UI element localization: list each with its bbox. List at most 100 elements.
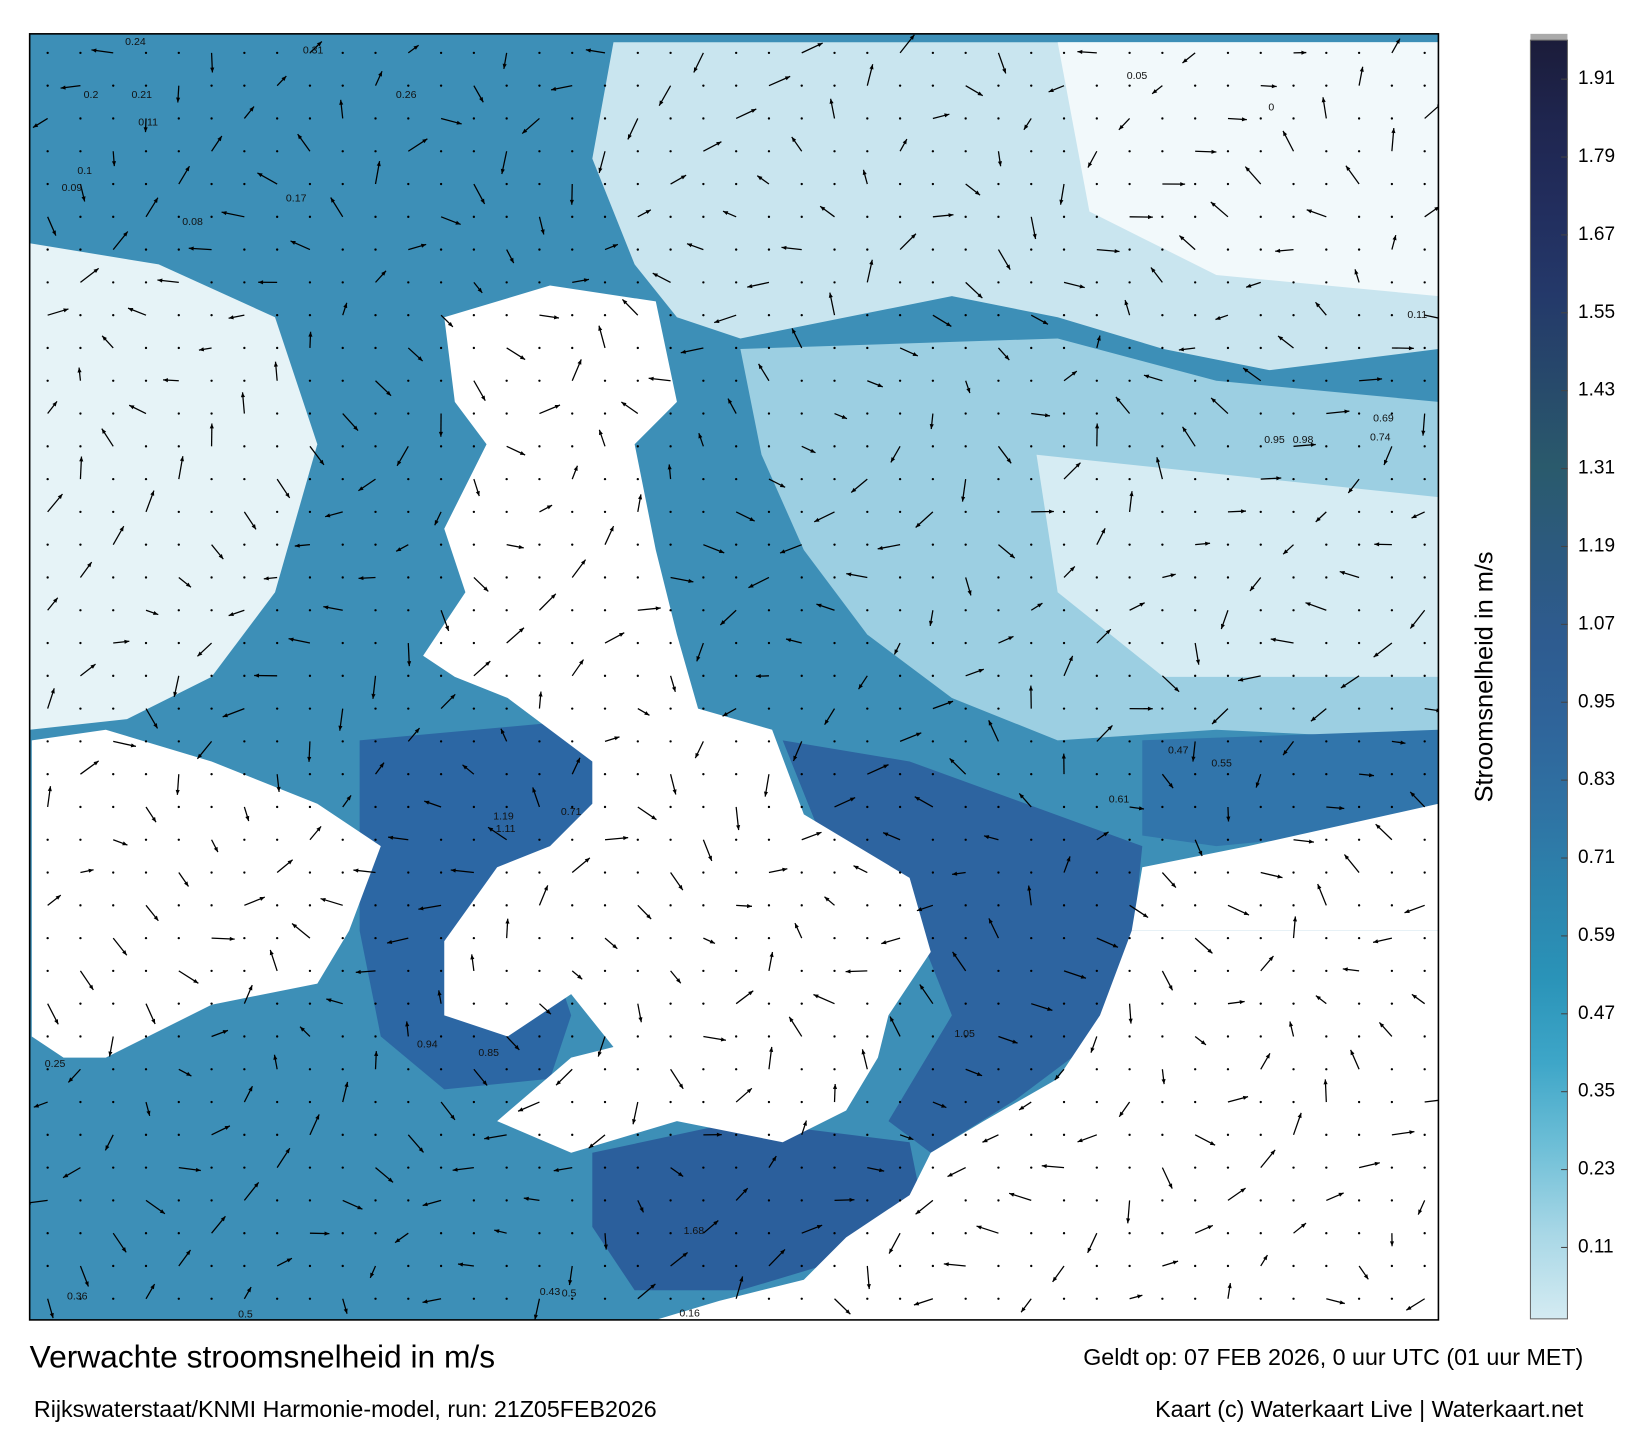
grid-dot <box>931 543 935 546</box>
arrow-head <box>1338 1192 1344 1197</box>
arrow-head <box>816 603 822 608</box>
arrow-head <box>221 211 227 216</box>
arrow-head <box>912 352 918 356</box>
grid-dot <box>374 1133 377 1136</box>
arrow-head <box>915 732 922 737</box>
grid-dot <box>275 215 279 218</box>
grid-dot <box>833 150 836 153</box>
arrow-head <box>1028 685 1034 691</box>
grid-dot <box>997 707 1000 710</box>
map-labels: 0.240.310.2 0.210.110.10.090.080.170.260.… <box>45 36 1428 1320</box>
grid-dot <box>1226 477 1230 481</box>
grid-dot <box>1194 281 1197 284</box>
grid-dot <box>46 674 49 677</box>
colorbar-tick-label: 0.35 <box>1578 1081 1615 1102</box>
arrow-head <box>297 134 303 140</box>
arrow-head <box>330 197 336 203</box>
grid-dot <box>1423 477 1426 481</box>
grid-dot <box>734 379 738 382</box>
grid-dot <box>1095 281 1098 284</box>
arrow-head <box>346 795 352 801</box>
arrow-head <box>1241 117 1247 122</box>
grid-dot <box>964 445 967 448</box>
arrow-head <box>47 786 52 792</box>
grid-dot <box>1062 838 1066 841</box>
grid-dot <box>538 379 541 382</box>
grid-dot <box>964 412 967 415</box>
grid-dot <box>1062 641 1066 645</box>
grid-dot <box>1226 1232 1230 1235</box>
arrow-head <box>1006 458 1012 464</box>
grid-dot <box>341 969 344 973</box>
grid-dot <box>144 674 148 677</box>
current-value: 0.95 <box>1264 434 1285 446</box>
grid-dot <box>603 510 607 514</box>
grid-dot <box>833 543 836 546</box>
grid-dot <box>341 379 344 382</box>
grid-dot <box>603 773 607 776</box>
grid-dot <box>144 1232 148 1235</box>
grid-dot <box>767 150 771 153</box>
grid-dot <box>1194 609 1197 612</box>
grid-dot <box>767 248 771 251</box>
arrow-head <box>481 395 486 401</box>
grid-dot <box>177 248 180 251</box>
grid-dot <box>800 1297 803 1300</box>
grid-dot <box>1357 1232 1361 1235</box>
grid-dot <box>964 543 967 546</box>
arrow-head <box>1315 302 1321 308</box>
grid-dot <box>964 1035 967 1038</box>
arrow-head <box>378 71 383 77</box>
grid-dot <box>571 1002 574 1005</box>
arrow-head <box>57 493 63 500</box>
arrow-head <box>598 325 603 331</box>
grid-dot <box>177 641 180 645</box>
grid-dot <box>505 1297 508 1300</box>
grid-dot <box>308 1166 312 1169</box>
grid-dot <box>472 248 476 251</box>
arrow-head <box>1418 1209 1423 1215</box>
grid-dot <box>1062 510 1066 514</box>
grid-dot <box>636 773 639 776</box>
current-value: 0.43 <box>540 1286 561 1298</box>
grid-dot <box>866 904 869 907</box>
grid-dot <box>177 1035 180 1038</box>
grid-dot <box>538 1068 541 1071</box>
arrow-head <box>217 136 222 142</box>
grid-dot <box>1030 543 1033 546</box>
arrow-head <box>79 456 84 462</box>
grid-dot <box>997 871 1000 874</box>
arrow-head <box>292 923 298 929</box>
arrow-head <box>1340 683 1347 689</box>
grid-dot <box>702 674 705 677</box>
arrow-head <box>1384 459 1388 465</box>
arrow-head <box>967 590 972 596</box>
grid-dot <box>407 805 410 809</box>
grid-dot <box>439 84 443 87</box>
arrow-head <box>1400 740 1406 745</box>
grid-dot <box>603 674 607 677</box>
grid-dot <box>275 838 279 841</box>
arrow-head <box>121 1247 127 1253</box>
grid-dot <box>1161 805 1164 809</box>
grid-dot <box>1292 314 1295 317</box>
grid-dot <box>112 1068 115 1071</box>
grid-dot <box>46 641 49 645</box>
grid-dot <box>308 707 312 710</box>
grid-dot <box>1095 1100 1098 1104</box>
grid-dot <box>734 1133 738 1136</box>
arrow-head <box>1021 1307 1026 1313</box>
grid-dot <box>79 51 82 55</box>
grid-dot <box>308 805 312 809</box>
grid-dot <box>243 969 246 973</box>
arrow-head <box>93 760 99 766</box>
arrow-head <box>1172 1260 1179 1265</box>
grid-dot <box>767 543 771 546</box>
grid-dot <box>308 182 312 186</box>
arrow-head <box>1270 1149 1276 1155</box>
grid-dot <box>734 740 738 743</box>
arrow-head <box>1301 50 1307 55</box>
arrow-head <box>976 1225 982 1230</box>
arrow-head <box>218 554 224 560</box>
grid-dot <box>571 248 574 251</box>
